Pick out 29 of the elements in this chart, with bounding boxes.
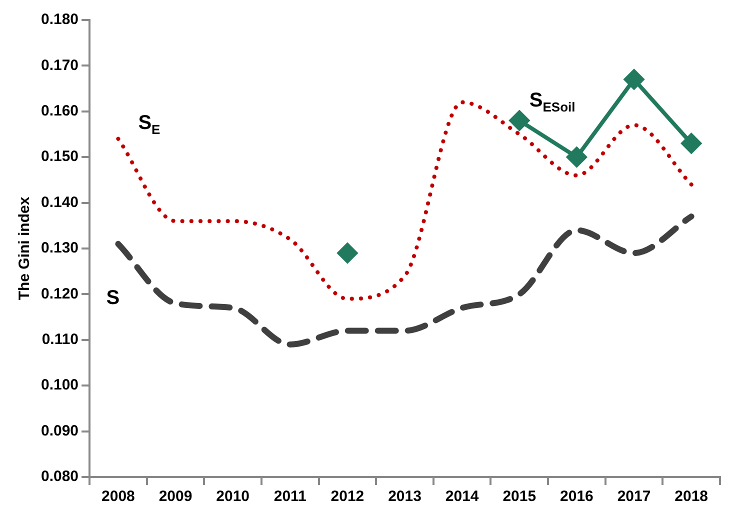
y-tick-label: 0.170 xyxy=(40,56,79,74)
point xyxy=(566,147,587,168)
series-label: S xyxy=(106,286,120,309)
x-tick-label: 2018 xyxy=(674,488,708,506)
x-tick-label: 2014 xyxy=(445,488,480,506)
y-tick-label: 0.150 xyxy=(40,148,79,166)
y-tick-label: 0.180 xyxy=(40,11,79,28)
y-tick-label: 0.090 xyxy=(40,422,79,440)
y-axis-title: The Gini index xyxy=(16,196,34,300)
y-tick-label: 0.140 xyxy=(40,194,79,211)
y-tick-label: 0.130 xyxy=(40,240,79,257)
x-tick-label: 2010 xyxy=(216,488,250,506)
y-tick-label: 0.100 xyxy=(40,376,79,394)
x-tick-label: 2015 xyxy=(502,488,536,506)
y-tick-label: 0.110 xyxy=(42,331,79,348)
point xyxy=(681,133,702,154)
point xyxy=(624,69,644,90)
x-tick-label: 2011 xyxy=(274,488,306,506)
x-tick-label: 2013 xyxy=(388,488,422,506)
x-tick-label: 2017 xyxy=(617,488,651,506)
y-tick-label: 0.160 xyxy=(40,102,79,120)
point xyxy=(337,243,358,264)
y-tick-label: 0.120 xyxy=(40,285,79,302)
x-tick-label: 2008 xyxy=(102,488,135,506)
y-tick-label: 0.080 xyxy=(40,468,79,486)
x-tick-label: 2016 xyxy=(560,488,594,506)
x-tick-label: 2012 xyxy=(330,488,364,506)
point xyxy=(509,110,530,131)
x-tick-label: 2009 xyxy=(158,488,192,506)
